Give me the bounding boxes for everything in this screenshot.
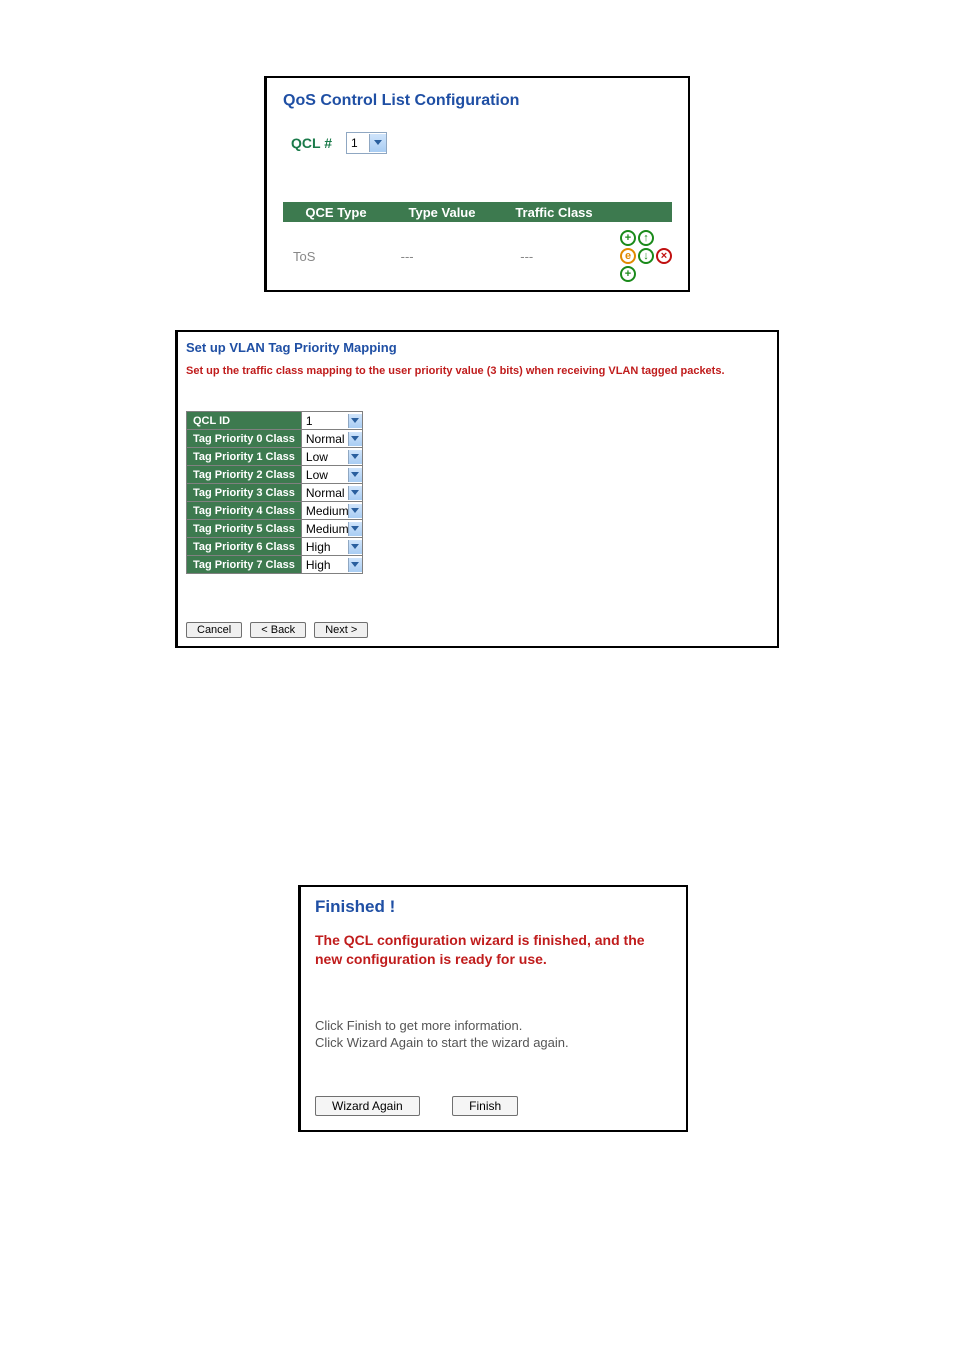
priority-row-label: QCL ID [187,412,302,430]
table-row: Tag Priority 5 ClassMedium [187,520,363,538]
table-row: Tag Priority 2 ClassLow [187,466,363,484]
vlan-tag-priority-panel: Set up VLAN Tag Priority Mapping Set up … [175,330,779,648]
priority-class-dropdown[interactable]: High [302,539,362,554]
chevron-down-icon [348,540,362,554]
qce-table-header: QCE Type Type Value Traffic Class [283,202,672,222]
table-row: Tag Priority 7 ClassHigh [187,556,363,574]
priority-row-value-cell: Medium [301,502,362,520]
priority-class-value: 1 [302,414,348,428]
priority-class-value: Normal [302,486,348,500]
priority-class-value: High [302,540,348,554]
priority-row-value-cell: Normal [301,484,362,502]
priority-row-value-cell: Low [301,466,362,484]
panel3-title: Finished ! [315,897,672,917]
priority-class-value: High [302,558,348,572]
priority-class-dropdown[interactable]: 1 [302,413,362,428]
qcl-label: QCL # [291,135,332,151]
chevron-down-icon [348,558,362,572]
priority-class-dropdown[interactable]: Low [302,449,362,464]
panel3-info-line2: Click Wizard Again to start the wizard a… [315,1034,672,1052]
delete-icon[interactable]: × [656,248,672,264]
priority-row-label: Tag Priority 0 Class [187,430,302,448]
finish-button[interactable]: Finish [452,1096,518,1116]
qcl-dropdown[interactable]: 1 [346,132,387,154]
chevron-down-icon [348,432,362,446]
priority-row-value-cell: Low [301,448,362,466]
edit-icon[interactable]: e [620,248,636,264]
wizard-buttons: Cancel < Back Next > [186,622,769,638]
table-row: Tag Priority 1 ClassLow [187,448,363,466]
qce-row-type: ToS [283,249,383,264]
priority-row-label: Tag Priority 5 Class [187,520,302,538]
priority-class-dropdown[interactable]: Medium [302,503,362,518]
priority-class-dropdown[interactable]: Low [302,467,362,482]
next-button[interactable]: Next > [314,622,368,638]
qce-table: QCE Type Type Value Traffic Class ToS --… [283,202,672,282]
priority-row-value-cell: Normal [301,430,362,448]
table-row: Tag Priority 0 ClassNormal [187,430,363,448]
priority-class-value: Low [302,450,348,464]
qcl-selector-row: QCL # 1 [291,132,672,154]
priority-row-value-cell: High [301,556,362,574]
priority-class-value: Normal [302,432,348,446]
priority-row-label: Tag Priority 3 Class [187,484,302,502]
priority-class-dropdown[interactable]: Normal [302,431,362,446]
panel2-subtitle: Set up the traffic class mapping to the … [186,365,769,377]
qcl-dropdown-value: 1 [347,136,369,150]
priority-row-label: Tag Priority 2 Class [187,466,302,484]
priority-mapping-table: QCL ID1Tag Priority 0 ClassNormalTag Pri… [186,411,363,574]
priority-class-dropdown[interactable]: Medium [302,521,362,536]
qce-row-value: --- [383,249,491,264]
wizard-again-button[interactable]: Wizard Again [315,1096,420,1116]
priority-row-value-cell: High [301,538,362,556]
finished-panel: Finished ! The QCL configuration wizard … [298,885,688,1132]
qce-action-icons: + ↑ e ↓ × + [620,230,672,282]
priority-row-label: Tag Priority 4 Class [187,502,302,520]
qos-control-list-panel: QoS Control List Configuration QCL # 1 Q… [264,76,690,292]
move-up-icon[interactable]: ↑ [638,230,654,246]
qce-header-value: Type Value [389,205,495,220]
chevron-down-icon [348,522,362,536]
chevron-down-icon [348,486,362,500]
panel1-title: QoS Control List Configuration [283,92,672,110]
panel3-info-line1: Click Finish to get more information. [315,1017,672,1035]
priority-row-value-cell: Medium [301,520,362,538]
panel3-info: Click Finish to get more information. Cl… [315,1017,672,1052]
chevron-down-icon [348,468,362,482]
move-down-icon[interactable]: ↓ [638,248,654,264]
qce-header-class: Traffic Class [495,205,613,220]
cancel-button[interactable]: Cancel [186,622,242,638]
priority-row-value-cell: 1 [301,412,362,430]
back-button[interactable]: < Back [250,622,306,638]
priority-class-dropdown[interactable]: High [302,557,362,572]
panel2-title: Set up VLAN Tag Priority Mapping [186,340,769,355]
table-row: QCL ID1 [187,412,363,430]
chevron-down-icon [348,504,362,518]
priority-class-value: Medium [302,522,348,536]
priority-row-label: Tag Priority 6 Class [187,538,302,556]
table-row: Tag Priority 4 ClassMedium [187,502,363,520]
priority-class-value: Medium [302,504,348,518]
qce-header-type: QCE Type [283,205,389,220]
priority-row-label: Tag Priority 7 Class [187,556,302,574]
finish-buttons: Wizard Again Finish [315,1096,672,1116]
priority-row-label: Tag Priority 1 Class [187,448,302,466]
chevron-down-icon [369,134,386,152]
qce-row-class: --- [490,249,620,264]
add-bottom-icon[interactable]: + [620,266,636,282]
chevron-down-icon [348,414,362,428]
chevron-down-icon [348,450,362,464]
table-row: Tag Priority 6 ClassHigh [187,538,363,556]
table-row: Tag Priority 3 ClassNormal [187,484,363,502]
add-icon[interactable]: + [620,230,636,246]
qce-table-row: ToS --- --- + ↑ e ↓ × + [283,222,672,282]
panel3-subtitle: The QCL configuration wizard is finished… [315,931,672,969]
priority-class-dropdown[interactable]: Normal [302,485,362,500]
priority-class-value: Low [302,468,348,482]
